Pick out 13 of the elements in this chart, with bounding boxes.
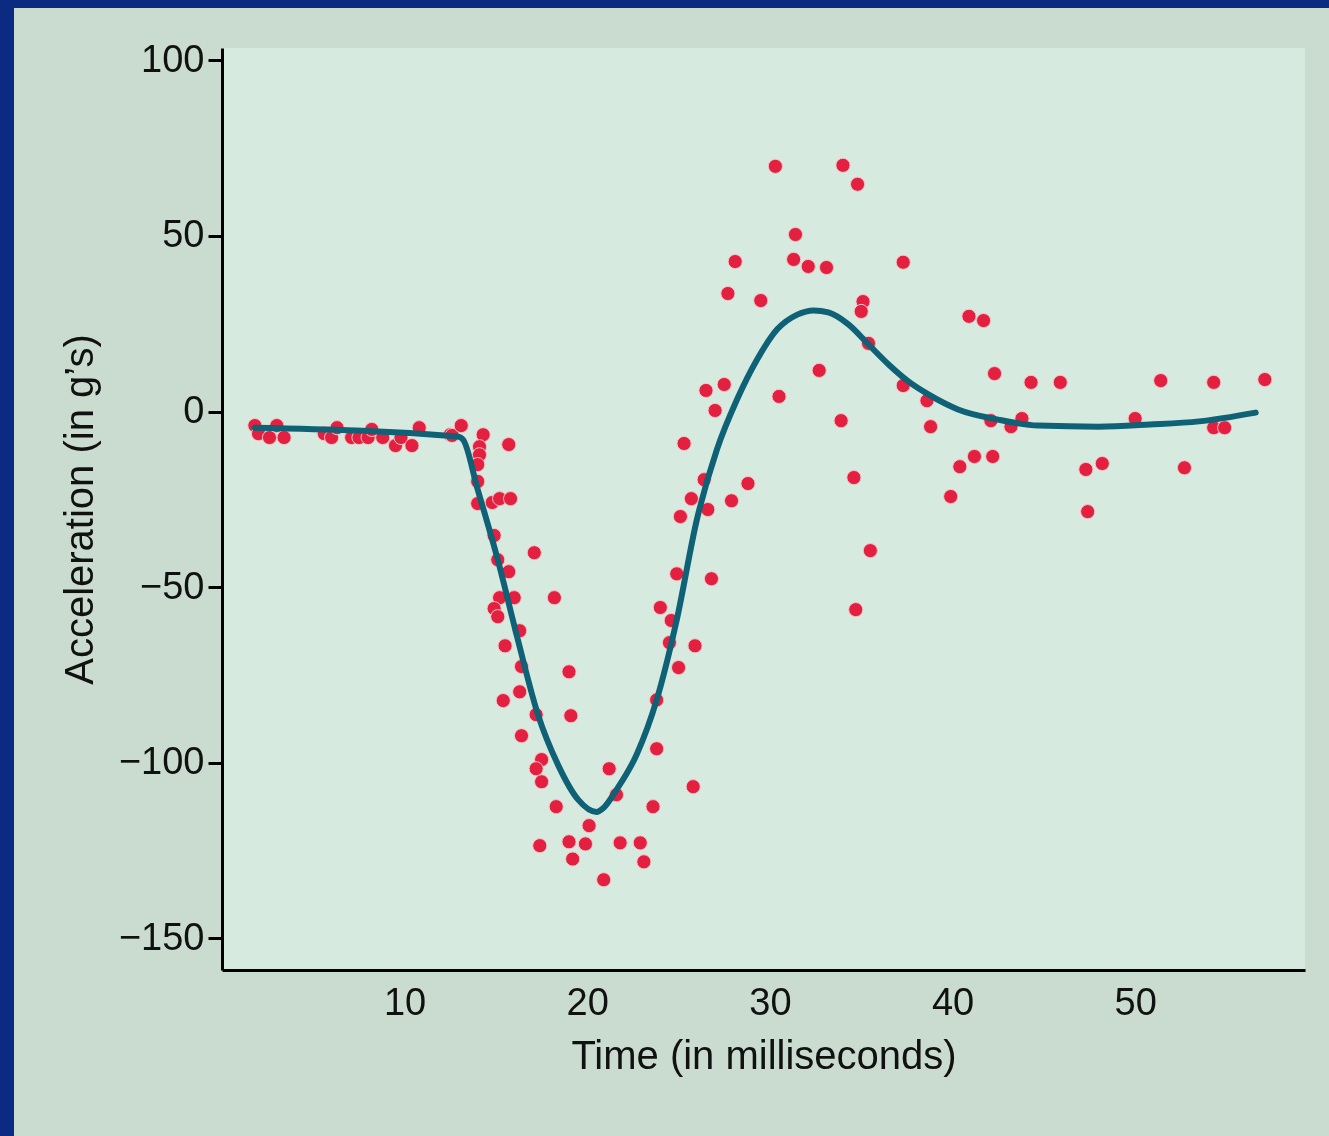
y-tick-label: −150: [118, 915, 205, 958]
x-tick-label: 40: [931, 980, 975, 1023]
x-axis-title: Time (in milliseconds): [571, 1032, 957, 1077]
x-tick-label: 10: [383, 980, 427, 1023]
x-tick-label: 50: [1114, 980, 1157, 1023]
y-tick-label: 100: [141, 37, 205, 80]
x-tick-label: 20: [566, 980, 609, 1023]
y-axis-title: Acceleration (in g’s): [56, 334, 101, 685]
x-tick-label: 30: [749, 980, 792, 1023]
y-tick-label: 50: [162, 213, 205, 256]
y-tick-label: −50: [140, 564, 205, 607]
y-tick-label: −100: [118, 740, 205, 783]
y-tick-label: 0: [183, 389, 205, 432]
